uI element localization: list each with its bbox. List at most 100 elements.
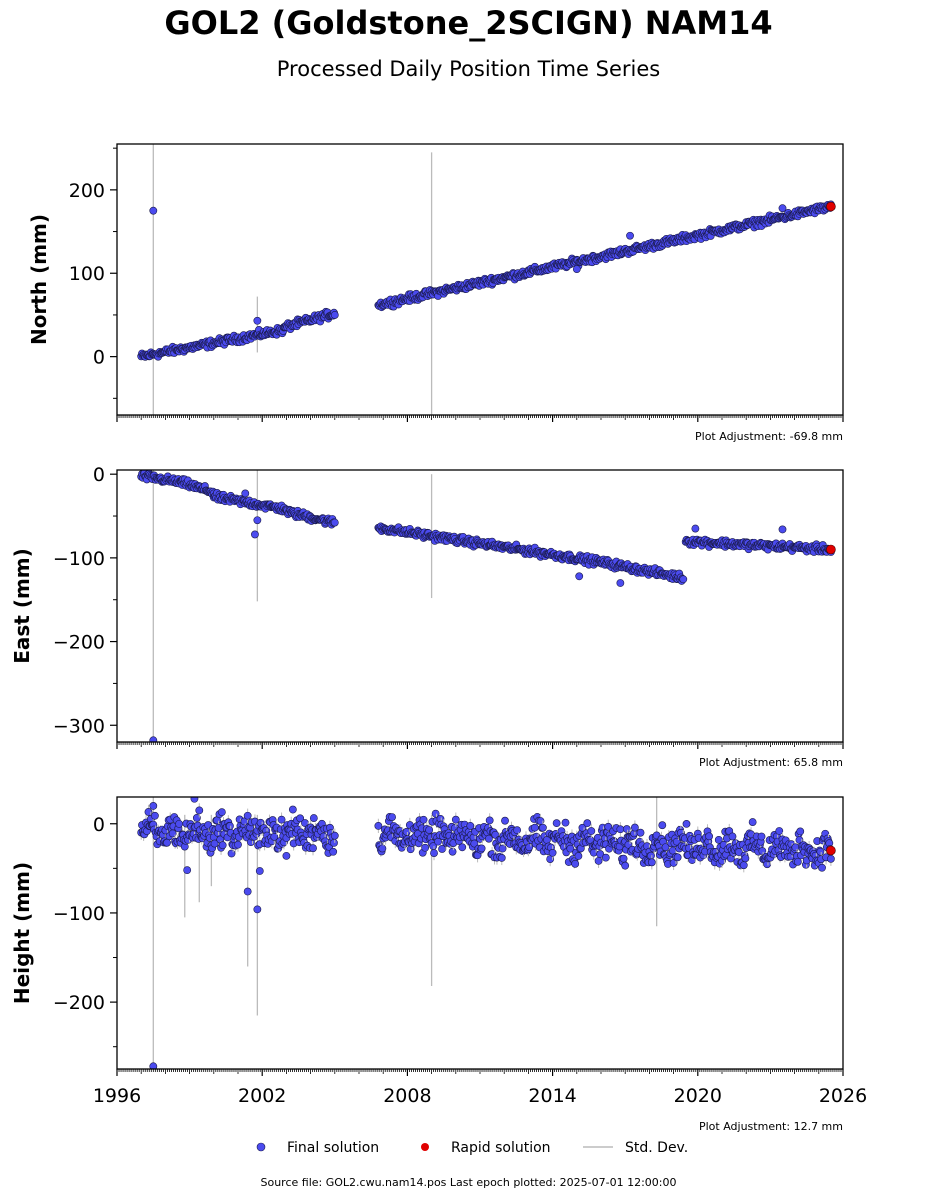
- height-final-point: [758, 847, 767, 855]
- height-final-point: [226, 822, 234, 830]
- east-outlier-point-0: [149, 736, 158, 742]
- height-final-point: [501, 816, 509, 825]
- height-final-point: [566, 844, 575, 853]
- height-final-point: [775, 827, 784, 835]
- height-outlier-point-5: [255, 867, 264, 875]
- source-footer: Source file: GOL2.cwu.nam14.pos Last epo…: [260, 1176, 677, 1189]
- height-final-point: [218, 841, 227, 850]
- height-final-point: [622, 825, 631, 833]
- height-final-point: [243, 811, 252, 820]
- north-final-point: [330, 311, 339, 319]
- height-final-point: [525, 843, 534, 852]
- height-final-point: [484, 834, 493, 843]
- east-plot-adjustment: Plot Adjustment: 65.8 mm: [699, 756, 843, 769]
- height-final-point: [234, 840, 242, 849]
- east-ytick-label-0: −300: [53, 715, 105, 737]
- height-final-point: [714, 835, 723, 844]
- height-final-point: [604, 822, 613, 831]
- height-final-point: [791, 843, 800, 852]
- north-outlier-point-4: [778, 204, 787, 213]
- height-final-point: [552, 819, 561, 828]
- height-final-point: [594, 856, 603, 865]
- legend-rapid-label: Rapid solution: [451, 1140, 551, 1156]
- east-ylabel: East (mm): [10, 548, 34, 664]
- height-final-point: [288, 805, 297, 814]
- chart-subtitle: Processed Daily Position Time Series: [276, 57, 661, 81]
- north-outlier-point-1: [253, 316, 262, 325]
- north-outlier-point-0: [149, 206, 158, 215]
- height-final-point: [816, 847, 825, 856]
- height-xtick-label-4: 2020: [674, 1085, 722, 1107]
- height-final-point: [163, 838, 171, 847]
- north-ylabel: North (mm): [27, 214, 51, 345]
- height-final-point: [425, 826, 434, 834]
- height-final-point: [217, 808, 226, 817]
- height-final-point: [378, 844, 387, 853]
- east-outlier-point-1: [251, 530, 259, 539]
- height-final-point: [470, 839, 479, 848]
- height-final-point: [195, 806, 204, 815]
- height-outlier-point-6: [282, 851, 291, 860]
- height-final-point: [451, 815, 460, 824]
- height-final-point: [421, 843, 430, 852]
- height-final-point: [530, 823, 539, 832]
- height-final-point: [388, 813, 396, 821]
- north-plot-area: [137, 144, 836, 415]
- height-ytick-label-0: −200: [53, 992, 105, 1014]
- height-final-point: [583, 819, 592, 828]
- height-final-point: [728, 832, 737, 841]
- height-final-point: [144, 808, 153, 816]
- panel-height: −200 −100 0 1996 2002 2008 2014 2020 2026 Height …: [10, 796, 867, 1133]
- height-final-point: [430, 849, 438, 857]
- height-final-point: [818, 863, 826, 872]
- height-ytick-label-1: −100: [53, 903, 105, 925]
- height-outlier-point-8: [601, 853, 610, 862]
- east-outlier-point-6: [691, 524, 700, 533]
- height-outlier-point-3: [243, 887, 252, 896]
- height-ytick-label-2: 0: [93, 814, 105, 836]
- east-final-point: [330, 518, 339, 527]
- east-outlier-point-4: [575, 572, 584, 581]
- height-outlier-point-1: [183, 866, 192, 875]
- height-final-point: [661, 843, 670, 852]
- height-xtick-label-1: 2002: [238, 1085, 286, 1107]
- north-ytick-label-2: 200: [69, 180, 105, 202]
- height-final-point: [329, 847, 338, 856]
- height-final-point: [309, 844, 317, 853]
- height-final-point: [448, 847, 457, 856]
- height-final-point: [277, 815, 286, 824]
- legend: Final solution Rapid solution Std. Dev.: [256, 1140, 688, 1156]
- height-final-point: [673, 853, 682, 862]
- north-rapid-point: [826, 201, 836, 212]
- height-ylabel: Height (mm): [10, 862, 34, 1004]
- height-final-point: [596, 850, 605, 858]
- east-final-points: [137, 470, 835, 585]
- east-ytick-label-1: −200: [53, 632, 105, 654]
- height-final-points: [137, 803, 835, 873]
- height-final-point: [793, 857, 802, 866]
- height-xtick-label-2: 2008: [383, 1085, 431, 1107]
- height-rapid-point: [826, 845, 836, 856]
- height-final-point: [796, 827, 805, 836]
- height-final-point: [757, 832, 766, 841]
- height-final-point: [539, 823, 547, 832]
- height-final-point: [571, 859, 580, 868]
- height-final-point: [498, 844, 507, 853]
- height-plot-adjustment: Plot Adjustment: 12.7 mm: [699, 1120, 843, 1133]
- height-final-point: [458, 843, 467, 852]
- height-outlier-point-7: [149, 1062, 158, 1069]
- east-outlier-point-2: [253, 516, 262, 525]
- chart-title: GOL2 (Goldstone_2SCIGN) NAM14: [164, 4, 773, 42]
- north-plot-adjustment: Plot Adjustment: -69.8 mm: [695, 430, 843, 443]
- east-rapid-point: [826, 544, 836, 555]
- legend-rapid-marker: [421, 1143, 429, 1151]
- east-ytick-label-2: −100: [53, 548, 105, 570]
- height-final-point: [658, 821, 667, 830]
- height-final-point: [741, 854, 750, 863]
- height-final-point: [309, 814, 318, 822]
- legend-std-label: Std. Dev.: [625, 1140, 688, 1156]
- north-ytick-label-1: 100: [69, 263, 105, 285]
- height-final-point: [739, 861, 748, 870]
- height-final-point: [682, 819, 691, 828]
- height-final-point: [419, 815, 428, 824]
